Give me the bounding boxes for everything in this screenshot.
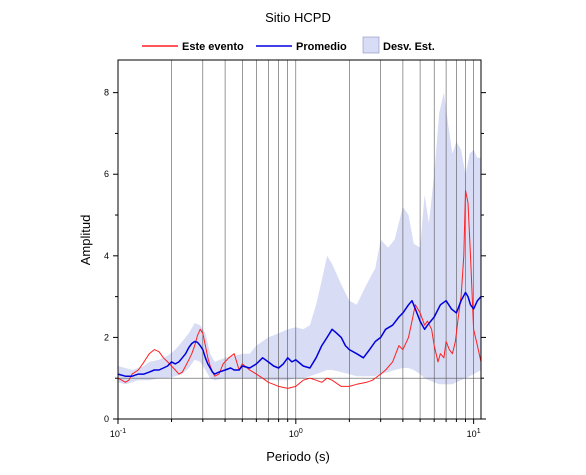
y-axis-label: Amplitud: [78, 215, 93, 266]
legend-label-promedio: Promedio: [296, 41, 347, 53]
legend-label-desv-est: Desv. Est.: [383, 41, 435, 53]
y-tick-label: 8: [104, 88, 109, 98]
x-axis-label: Periodo (s): [266, 449, 330, 464]
plot-frame: [117, 59, 482, 420]
plot-area: 0 2 4 6 8 10-1 100 101: [104, 59, 486, 439]
std-band-layer: [118, 92, 481, 385]
x-tick-label: 100: [289, 428, 303, 439]
std-band: [118, 92, 481, 385]
y-tick-label: 0: [104, 414, 109, 424]
legend: Este evento Promedio Desv. Est.: [142, 36, 435, 54]
legend-swatch-desv-est: [362, 36, 380, 54]
series-line-promedio: [117, 291, 482, 377]
grid-layer: [118, 60, 481, 419]
y-tick-label: 2: [104, 332, 109, 342]
tick-layer: 0 2 4 6 8 10-1 100 101: [104, 88, 486, 439]
series-layer: [117, 190, 482, 389]
legend-label-este-evento: Este evento: [182, 41, 244, 53]
chart-title: Sitio HCPD: [265, 10, 331, 25]
x-tick-label: 10-1: [110, 428, 126, 439]
y-tick-label: 4: [104, 251, 109, 261]
x-tick-label: 101: [467, 428, 481, 439]
y-tick-label: 6: [104, 169, 109, 179]
series-line-este-evento: [117, 190, 482, 389]
